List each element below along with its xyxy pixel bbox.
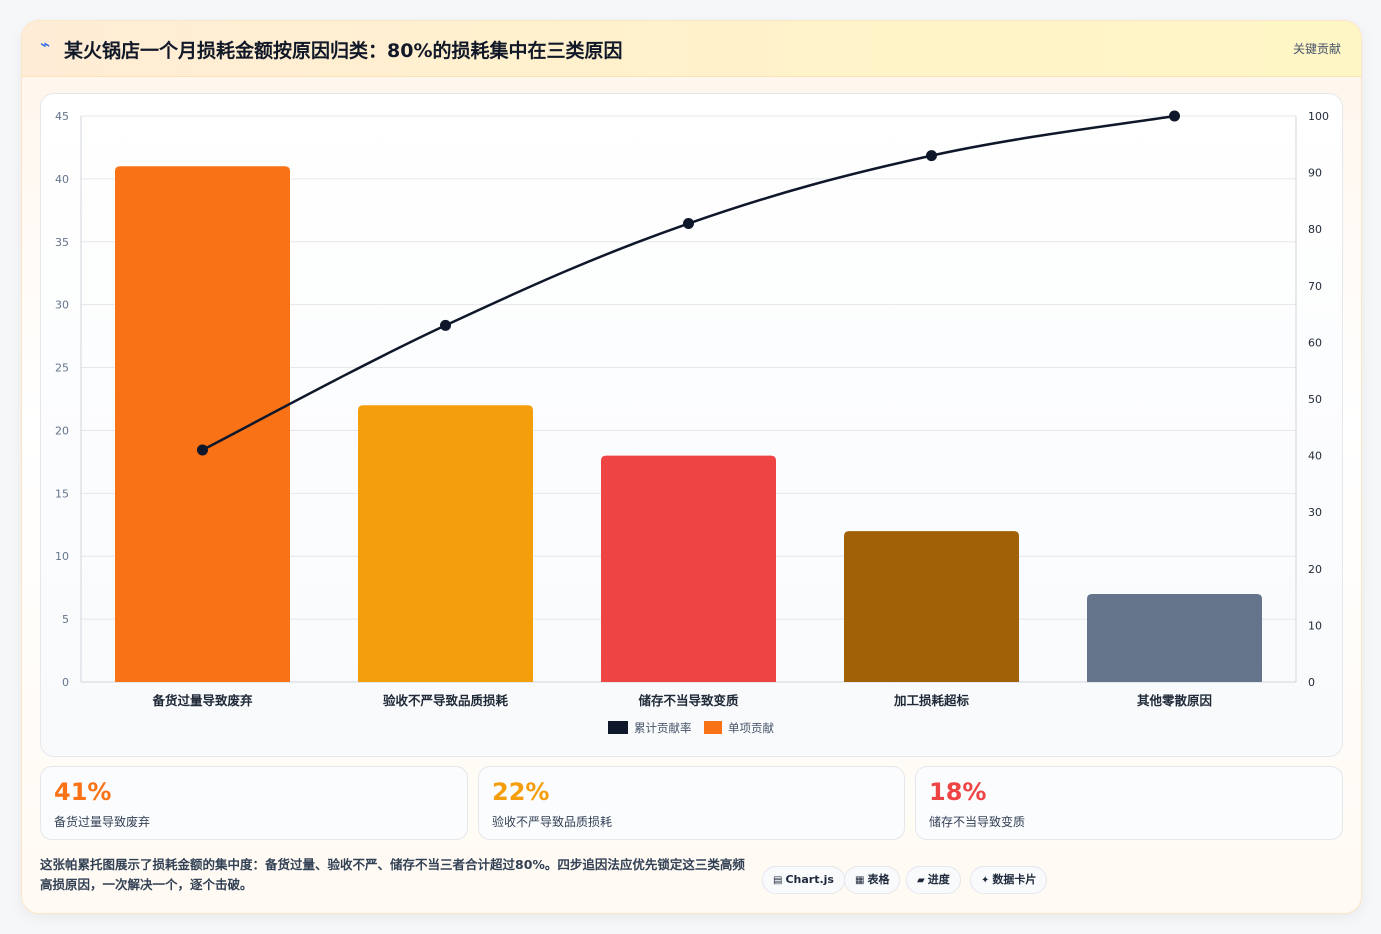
- y-left-tick-label: 45: [55, 110, 69, 123]
- x-tick-label: 其他零散原因: [1137, 693, 1212, 708]
- y-left-tick-label: 15: [55, 487, 69, 500]
- chip-chartjs[interactable]: ▤ Chart.js: [762, 866, 845, 894]
- chip-data-card[interactable]: ✦ 数据卡片: [970, 866, 1048, 894]
- chip-label: Chart.js: [785, 873, 834, 886]
- stat-value: 22%: [492, 778, 550, 806]
- stat-cards: 41% 备货过量导致废弃 22% 验收不严导致品质损耗 18% 储存不当导致变质: [40, 766, 1343, 840]
- stat-label: 储存不当导致变质: [929, 815, 1026, 829]
- y-left-tick-label: 25: [55, 362, 69, 375]
- bar: [844, 531, 1019, 682]
- legend-swatch-cumulative: [608, 721, 628, 734]
- legend-swatch-single: [704, 721, 722, 734]
- y-right-tick-label: 10: [1308, 619, 1322, 632]
- bar: [601, 455, 776, 682]
- legend-label-cumulative: 累计贡献率: [634, 721, 692, 735]
- stat-card-3: 18% 储存不当导致变质: [915, 766, 1343, 840]
- cumulative-point: [197, 444, 208, 456]
- bar: [115, 166, 290, 683]
- y-left-tick-label: 10: [55, 550, 69, 563]
- lightning-icon: ⌁: [40, 35, 51, 55]
- y-right-tick-label: 60: [1308, 336, 1322, 349]
- y-left-tick-label: 35: [55, 236, 69, 249]
- chip-label: 表格: [867, 873, 890, 886]
- card-header: ⌁ 某火锅店一个月损耗金额按原因归类：80%的损耗集中在三类原因 关键贡献: [22, 21, 1361, 77]
- y-left-tick-label: 0: [62, 676, 69, 689]
- chip-label: 进度: [927, 873, 950, 886]
- bar: [358, 405, 533, 682]
- stat-card-2: 22% 验收不严导致品质损耗: [478, 766, 905, 840]
- chip-label: 数据卡片: [992, 873, 1037, 886]
- chip-progress[interactable]: ▰ 进度: [906, 866, 961, 894]
- y-right-tick-label: 90: [1308, 167, 1322, 180]
- y-right-tick-label: 20: [1308, 563, 1322, 576]
- chart-note: 这张帕累托图展示了损耗金额的集中度：备货过量、验收不严、储存不当三者合计超过80…: [40, 857, 745, 892]
- cumulative-line: [201, 114, 1175, 452]
- header-tag: 关键贡献: [1292, 42, 1341, 56]
- y-right-tick-label: 40: [1308, 450, 1322, 463]
- pareto-chart-svg: 0 5 10 15 20 25 30 35 40 45 0 10 20 30 40 50 60 70 80 90 100…: [55, 110, 1329, 735]
- chart-icon: ▤: [773, 875, 783, 886]
- y-right-tick-label: 80: [1308, 223, 1322, 236]
- cumulative-point: [440, 319, 451, 331]
- chip-table[interactable]: ▦ 表格: [844, 866, 901, 894]
- y-left-tick-label: 5: [62, 613, 69, 626]
- y-right-tick-label: 30: [1308, 506, 1322, 519]
- stat-value: 41%: [54, 778, 112, 806]
- data-card-icon: ✦: [981, 875, 990, 886]
- y-right-tick-label: 70: [1308, 280, 1322, 293]
- y-right-tick-label: 0: [1308, 676, 1315, 689]
- stat-value: 18%: [929, 778, 987, 806]
- y-right-tick-label: 100: [1308, 110, 1329, 123]
- y-right-tick-label: 50: [1308, 393, 1322, 406]
- legend-label-single: 单项贡献: [728, 721, 774, 735]
- cumulative-point: [683, 218, 694, 230]
- chart-title: 某火锅店一个月损耗金额按原因归类：80%的损耗集中在三类原因: [64, 40, 623, 62]
- y-left-tick-label: 40: [55, 173, 69, 186]
- x-tick-label: 加工损耗超标: [893, 693, 970, 708]
- stat-label: 验收不严导致品质损耗: [492, 815, 613, 829]
- table-icon: ▦: [855, 875, 865, 886]
- bar: [1087, 593, 1262, 682]
- progress-icon: ▰: [917, 875, 925, 886]
- x-tick-label: 储存不当导致变质: [637, 693, 739, 708]
- cumulative-point: [1169, 110, 1180, 122]
- pareto-chart: 0 5 10 15 20 25 30 35 40 45 0 10 20 30 40 50 60 70 80 90 100…: [40, 93, 1343, 757]
- report-card: ⌁ 某火锅店一个月损耗金额按原因归类：80%的损耗集中在三类原因 关键贡献 0 5…: [21, 20, 1362, 914]
- cumulative-point: [926, 150, 937, 162]
- y-left-tick-label: 20: [55, 424, 69, 437]
- y-left-tick-label: 30: [55, 299, 69, 312]
- x-tick-label: 备货过量导致废弃: [151, 693, 253, 708]
- stat-card-1: 41% 备货过量导致废弃: [40, 766, 468, 840]
- x-tick-label: 验收不严导致品质损耗: [383, 693, 509, 708]
- stat-label: 备货过量导致废弃: [54, 815, 151, 829]
